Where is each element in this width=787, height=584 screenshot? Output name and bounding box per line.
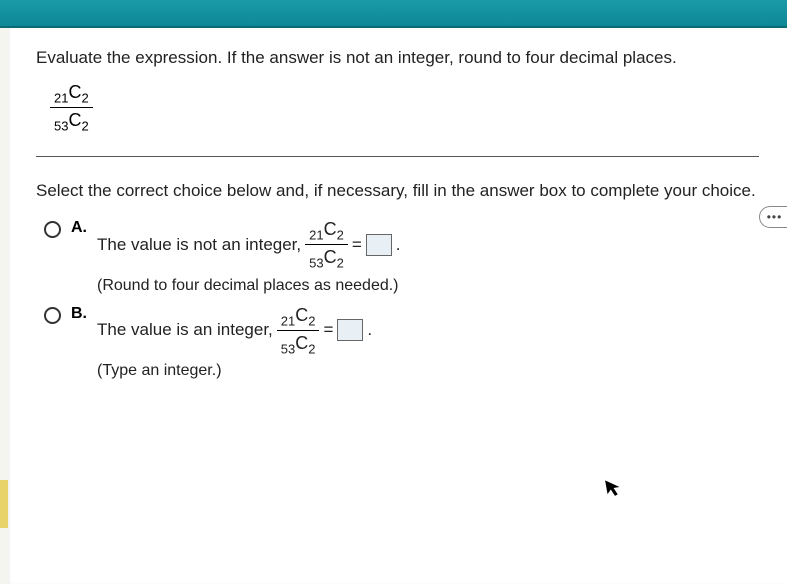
choice-b-den: 53C2 — [281, 333, 316, 356]
choice-a-den: 53C2 — [309, 247, 344, 270]
choice-b-letter: B. — [71, 305, 89, 323]
choice-a: A. The value is not an integer, 21C2 53C… — [44, 219, 759, 295]
section-divider — [36, 156, 759, 157]
choice-b-num: 21C2 — [281, 305, 316, 328]
choice-instruction: Select the correct choice below and, if … — [36, 181, 759, 201]
choice-b-note: (Type an integer.) — [97, 362, 372, 380]
choice-a-period: . — [396, 235, 401, 255]
denominator-combination: 53C2 — [54, 110, 89, 133]
choice-b-equals: = — [323, 320, 333, 340]
choice-a-num: 21C2 — [309, 219, 344, 242]
choice-a-fraction: 21C2 53C2 — [305, 219, 348, 271]
question-prompt: Evaluate the expression. If the answer i… — [36, 48, 759, 68]
choice-a-letter: A. — [71, 219, 89, 237]
radio-a[interactable] — [44, 221, 61, 238]
cursor-icon — [604, 477, 624, 504]
choice-a-note: (Round to four decimal places as needed.… — [97, 277, 401, 295]
ellipsis-icon: ••• — [767, 210, 783, 224]
main-fraction: 21C2 53C2 — [50, 82, 93, 134]
choice-a-lead: The value is not an integer, — [97, 235, 301, 255]
choice-a-body: The value is not an integer, 21C2 53C2 = — [97, 219, 401, 295]
choice-a-answer-input[interactable] — [366, 234, 392, 256]
expression-block: 21C2 53C2 — [50, 82, 759, 134]
more-options-button[interactable]: ••• — [759, 206, 787, 228]
radio-b[interactable] — [44, 307, 61, 324]
choice-b: B. The value is an integer, 21C2 53C2 — [44, 305, 759, 381]
left-accent-tab — [0, 480, 8, 528]
choice-b-body: The value is an integer, 21C2 53C2 = — [97, 305, 372, 381]
app-topbar — [0, 0, 787, 28]
choice-b-lead: The value is an integer, — [97, 320, 273, 340]
choice-b-fraction: 21C2 53C2 — [277, 305, 320, 357]
choice-b-answer-input[interactable] — [337, 319, 363, 341]
question-page: Evaluate the expression. If the answer i… — [8, 28, 787, 584]
choice-b-period: . — [367, 320, 372, 340]
choice-a-equals: = — [352, 235, 362, 255]
numerator-combination: 21C2 — [54, 82, 89, 105]
